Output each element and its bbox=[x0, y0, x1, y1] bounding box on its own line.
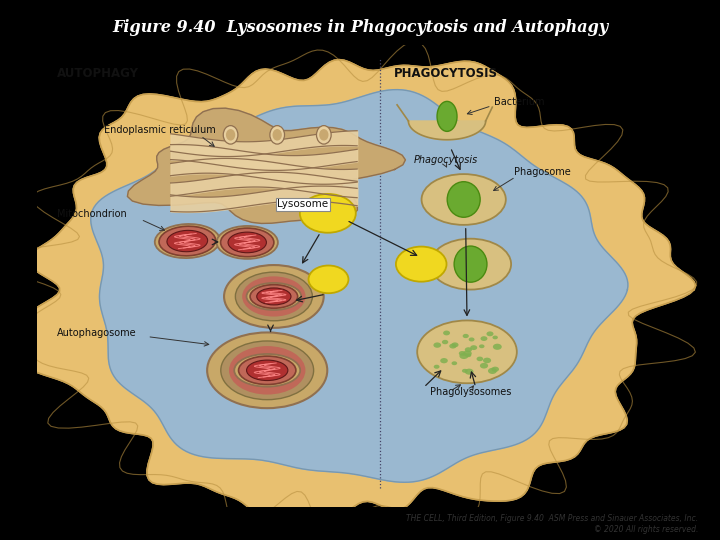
Circle shape bbox=[459, 353, 469, 359]
Ellipse shape bbox=[242, 276, 305, 316]
Circle shape bbox=[396, 247, 446, 282]
Text: Autophagosome: Autophagosome bbox=[58, 328, 137, 338]
Text: Phagolysosomes: Phagolysosomes bbox=[431, 387, 512, 397]
Ellipse shape bbox=[447, 182, 480, 217]
Text: Lysosome: Lysosome bbox=[277, 199, 328, 209]
Ellipse shape bbox=[273, 129, 282, 140]
Ellipse shape bbox=[317, 126, 331, 144]
Ellipse shape bbox=[238, 356, 296, 384]
Circle shape bbox=[440, 358, 448, 363]
Circle shape bbox=[477, 356, 483, 361]
Ellipse shape bbox=[270, 126, 284, 144]
Polygon shape bbox=[408, 121, 486, 140]
Ellipse shape bbox=[417, 320, 517, 383]
Text: AUTOPHAGY: AUTOPHAGY bbox=[58, 67, 140, 80]
Ellipse shape bbox=[207, 333, 328, 408]
Circle shape bbox=[469, 338, 474, 341]
Text: Mitochondrion: Mitochondrion bbox=[58, 208, 127, 219]
Ellipse shape bbox=[250, 285, 297, 308]
Ellipse shape bbox=[234, 354, 300, 387]
Circle shape bbox=[433, 342, 441, 348]
Text: PHAGOCYTOSIS: PHAGOCYTOSIS bbox=[394, 67, 498, 80]
Ellipse shape bbox=[246, 360, 288, 381]
Ellipse shape bbox=[224, 265, 324, 328]
Ellipse shape bbox=[155, 224, 220, 258]
Ellipse shape bbox=[167, 231, 207, 252]
Circle shape bbox=[463, 350, 472, 356]
Circle shape bbox=[463, 334, 469, 338]
Circle shape bbox=[480, 363, 488, 368]
Ellipse shape bbox=[235, 272, 312, 321]
Circle shape bbox=[433, 364, 439, 369]
Circle shape bbox=[462, 369, 468, 373]
Circle shape bbox=[480, 336, 487, 341]
Text: Phagocytosis: Phagocytosis bbox=[414, 154, 478, 165]
Ellipse shape bbox=[421, 174, 506, 225]
Circle shape bbox=[466, 353, 472, 357]
Circle shape bbox=[300, 194, 356, 233]
Circle shape bbox=[443, 330, 450, 335]
Ellipse shape bbox=[226, 129, 235, 140]
Polygon shape bbox=[91, 90, 628, 482]
Ellipse shape bbox=[257, 288, 291, 305]
Ellipse shape bbox=[319, 129, 328, 140]
Ellipse shape bbox=[229, 346, 305, 395]
Text: THE CELL, Third Edition, Figure 9.40  ASM Press and Sinauer Associates, Inc.
© 2: THE CELL, Third Edition, Figure 9.40 ASM… bbox=[406, 514, 698, 534]
Circle shape bbox=[488, 368, 497, 374]
Ellipse shape bbox=[159, 226, 215, 256]
Circle shape bbox=[493, 343, 502, 350]
Circle shape bbox=[442, 340, 449, 345]
Circle shape bbox=[492, 335, 498, 339]
Text: Figure 9.40  Lysosomes in Phagocytosis and Autophagy: Figure 9.40 Lysosomes in Phagocytosis an… bbox=[112, 19, 608, 36]
Ellipse shape bbox=[430, 239, 511, 289]
Polygon shape bbox=[127, 108, 405, 224]
Text: Endoplasmic reticulum: Endoplasmic reticulum bbox=[104, 125, 216, 134]
Circle shape bbox=[483, 357, 491, 363]
Circle shape bbox=[459, 351, 466, 356]
Ellipse shape bbox=[220, 228, 274, 256]
Circle shape bbox=[464, 347, 472, 352]
Circle shape bbox=[451, 361, 457, 365]
Circle shape bbox=[451, 342, 459, 347]
Ellipse shape bbox=[454, 246, 487, 282]
Ellipse shape bbox=[246, 283, 301, 310]
Circle shape bbox=[487, 332, 493, 336]
Circle shape bbox=[492, 367, 499, 372]
Circle shape bbox=[308, 266, 348, 293]
Circle shape bbox=[465, 369, 474, 375]
Ellipse shape bbox=[221, 341, 314, 400]
Ellipse shape bbox=[217, 226, 278, 259]
Text: Bacterium: Bacterium bbox=[494, 97, 544, 107]
Ellipse shape bbox=[437, 102, 457, 131]
Polygon shape bbox=[23, 59, 696, 525]
Circle shape bbox=[449, 343, 456, 349]
Ellipse shape bbox=[228, 232, 266, 253]
Circle shape bbox=[470, 345, 477, 350]
Circle shape bbox=[479, 345, 485, 348]
Text: Phagosome: Phagosome bbox=[513, 167, 570, 177]
Ellipse shape bbox=[223, 126, 238, 144]
